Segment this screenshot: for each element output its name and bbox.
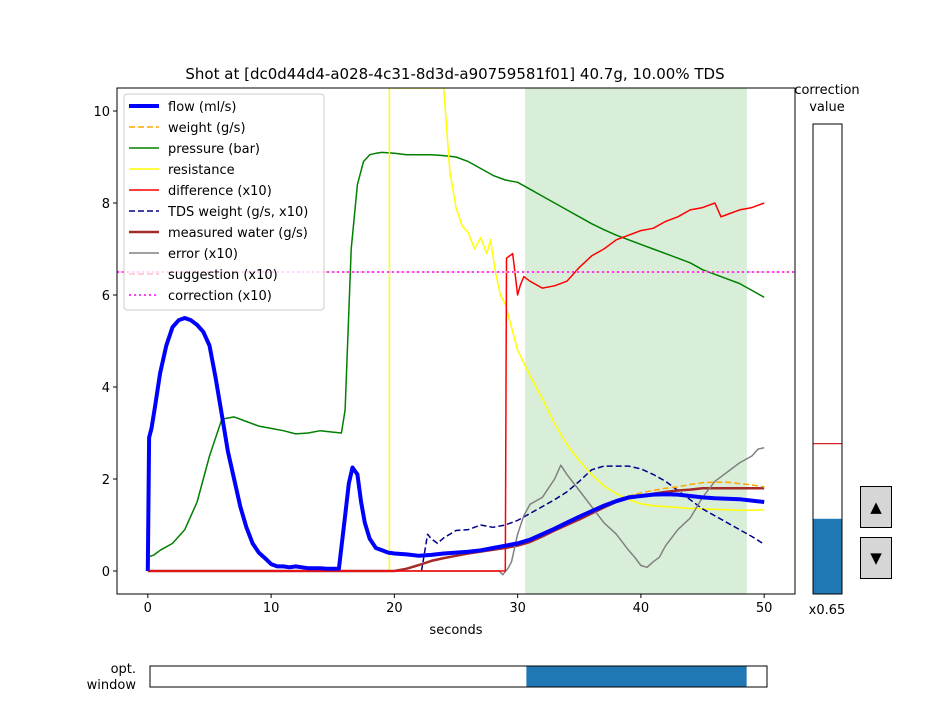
opt-window-label-line2: window — [87, 678, 137, 693]
legend-label: TDS weight (g/s, x10) — [167, 205, 308, 220]
legend-label: weight (g/s) — [168, 121, 246, 136]
opt-window-range[interactable] — [526, 666, 747, 687]
legend-label: measured water (g/s) — [168, 226, 308, 241]
opt-window-label-line1: opt. — [111, 662, 136, 677]
series-line-7 — [147, 446, 765, 576]
y-tick-label: 4 — [102, 381, 110, 396]
legend: flow (ml/s) weight (g/s) pressure (bar) res… — [123, 93, 325, 311]
series-line-4 — [147, 202, 765, 572]
x-tick-label: 50 — [756, 601, 773, 616]
down-arrow-icon: ▼ — [870, 549, 882, 567]
legend-label: suggestion (x10) — [168, 268, 278, 283]
x-tick-label: 40 — [633, 601, 650, 616]
series-line-0 — [145, 316, 765, 572]
y-tick-label: 8 — [102, 197, 110, 212]
chart-title: Shot at [dc0d44d4-a028-4c31-8d3d-a907595… — [185, 65, 724, 83]
series-line-3 — [388, 88, 765, 571]
y-tick-label: 0 — [102, 565, 110, 580]
legend-label: flow (ml/s) — [168, 100, 236, 115]
legend-label: error (x10) — [168, 247, 238, 262]
correction-title-line2: value — [809, 100, 845, 115]
x-tick-label: 30 — [509, 601, 526, 616]
correction-title-line1: correction — [794, 83, 859, 98]
correction-slider[interactable] — [812, 123, 843, 595]
correction-value-bar[interactable] — [813, 518, 842, 594]
plot-frame — [116, 87, 796, 595]
y-tick-label: 10 — [93, 105, 110, 120]
legend-label: correction (x10) — [168, 289, 272, 304]
x-tick-label: 20 — [386, 601, 403, 616]
series-line-6 — [147, 486, 765, 573]
y-tick-label: 2 — [102, 473, 110, 488]
legend-label: difference (x10) — [168, 184, 272, 199]
legend-label: pressure (bar) — [168, 142, 260, 157]
series-line-5 — [420, 465, 765, 572]
correction-value-label: x0.65 — [809, 603, 846, 618]
y-tick-label: 6 — [102, 289, 110, 304]
legend-box — [123, 93, 325, 311]
up-arrow-icon: ▲ — [870, 498, 882, 516]
decrease-correction-button[interactable]: ▼ — [860, 537, 892, 579]
x-tick-label: 10 — [263, 601, 280, 616]
x-tick-label: 0 — [144, 601, 152, 616]
optimization-window-shading — [525, 88, 747, 594]
series-line-2 — [147, 151, 765, 558]
increase-correction-button[interactable]: ▲ — [860, 486, 892, 528]
opt-window-slider[interactable] — [149, 665, 768, 688]
legend-label: resistance — [168, 163, 235, 178]
x-axis-label: seconds — [429, 623, 482, 638]
